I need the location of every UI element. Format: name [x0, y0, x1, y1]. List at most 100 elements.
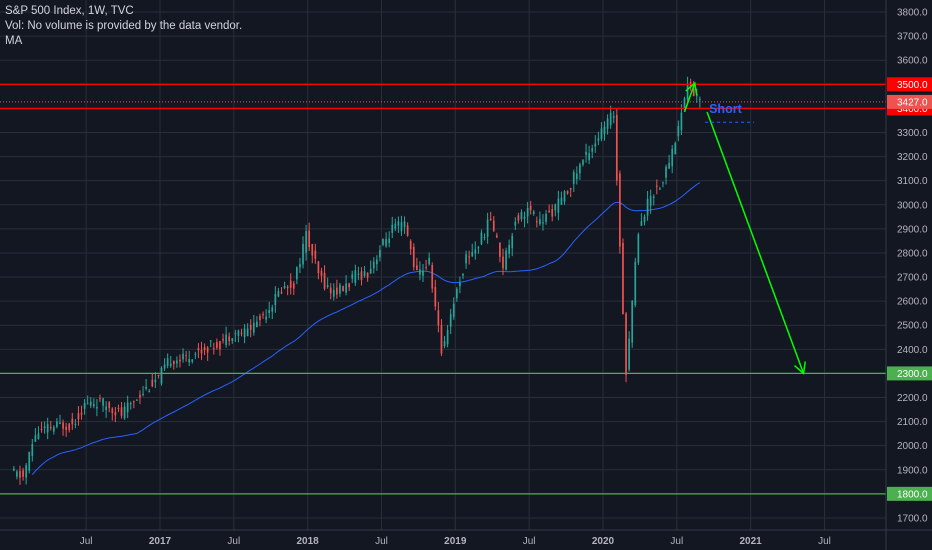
candle-body [243, 328, 246, 338]
candle-body [449, 314, 452, 327]
candle-body [575, 173, 578, 180]
candle-body [646, 198, 649, 216]
price-axis[interactable]: 1700.0 1800.0 1900.0 2000.0 2100.0 2200.0 2300… [885, 0, 932, 550]
candle-body [256, 321, 258, 328]
candle-body [699, 99, 701, 101]
candle-body [446, 330, 449, 345]
candle-body [80, 412, 83, 415]
candle-body [105, 406, 107, 411]
candle-body [532, 211, 535, 214]
candle-body [443, 341, 446, 347]
candle-body [46, 424, 49, 433]
y-tick-label: 1900.0 [897, 465, 928, 476]
candle-body [440, 325, 443, 354]
candle-body [431, 265, 434, 289]
candle-body [572, 171, 575, 184]
candle-body [628, 338, 630, 370]
candle-body [188, 358, 191, 363]
time-axis[interactable]: Jul 2017 Jul 2018 Jul 2019 Jul 2020 Jul 2021 Jul [0, 529, 932, 547]
price-label-box [887, 77, 932, 92]
candle-body [406, 225, 409, 236]
candle-body [292, 283, 295, 289]
candle-body [560, 197, 563, 205]
candle-body [179, 359, 181, 362]
candle-body [434, 287, 437, 307]
ma-indicator-label[interactable]: MA [5, 35, 23, 47]
candle-body [655, 185, 658, 187]
candle-body [157, 374, 160, 376]
candle-body [154, 379, 157, 383]
annotations-layer[interactable]: Short [683, 81, 806, 375]
candle-body [692, 88, 695, 97]
candle-body [336, 287, 338, 295]
candle-body [637, 234, 640, 263]
candle-body [271, 307, 274, 312]
candle-body [619, 173, 621, 247]
candle-body [622, 243, 624, 315]
candle-body [286, 286, 289, 289]
horizontal-lines-layer[interactable] [0, 83, 886, 495]
candle-body [631, 300, 634, 343]
candle-body [197, 348, 200, 351]
arrow-line[interactable] [706, 111, 805, 374]
candle-body [569, 188, 572, 190]
candle-body [465, 254, 467, 264]
symbol-title[interactable]: S&P 500 Index, 1W, TVC [5, 5, 134, 17]
candle-body [71, 418, 74, 425]
x-tick-label: Jul [670, 536, 683, 547]
candle-body [296, 267, 298, 280]
candle-body [237, 330, 240, 337]
candle-body [89, 401, 92, 406]
candle-body [428, 257, 431, 265]
candle-body [172, 361, 175, 365]
candle-body [314, 250, 317, 259]
candle-body [603, 126, 606, 135]
candle-body [659, 188, 661, 190]
candle-body [615, 114, 618, 181]
candle-body [108, 402, 111, 408]
price-label: 3500.0 [897, 80, 928, 91]
candle-body [182, 353, 184, 360]
candle-body [360, 271, 363, 280]
arrow-head[interactable] [793, 361, 806, 375]
candle-body [415, 265, 418, 270]
candle-body [582, 160, 584, 165]
y-tick-label: 2200.0 [897, 393, 928, 404]
candle-body [563, 191, 566, 202]
candle-body [486, 219, 489, 237]
candle-body [677, 126, 680, 137]
candle-body [489, 218, 492, 221]
candle-body [357, 273, 360, 276]
candle-body [320, 270, 323, 276]
candle-body [37, 433, 40, 439]
candle-body [668, 162, 670, 169]
candle-body [120, 407, 123, 416]
candle-body [462, 273, 464, 276]
candle-body [557, 198, 560, 213]
candle-body [397, 221, 400, 226]
candle-body [240, 332, 243, 334]
candle-body [19, 470, 21, 478]
y-tick-label: 2000.0 [897, 441, 928, 452]
candle-body [695, 94, 698, 97]
short-label[interactable]: Short [709, 102, 742, 116]
candle-body [511, 235, 514, 249]
arrow-head[interactable] [685, 81, 698, 96]
y-tick-label: 3100.0 [897, 176, 928, 187]
candle-body [329, 287, 332, 294]
candle-body [455, 288, 458, 299]
candle-body [591, 148, 594, 152]
candle-body [499, 242, 501, 257]
price-label-box [887, 366, 932, 381]
candle-body [283, 286, 286, 289]
candle-body [148, 390, 151, 392]
arrow-line[interactable] [683, 82, 696, 113]
x-tick-label: Jul [375, 536, 388, 547]
candle-body [643, 216, 646, 223]
y-tick-label: 2800.0 [897, 248, 928, 259]
last-price-box [887, 94, 932, 109]
candle-body [74, 423, 77, 425]
candle-body [228, 336, 231, 341]
